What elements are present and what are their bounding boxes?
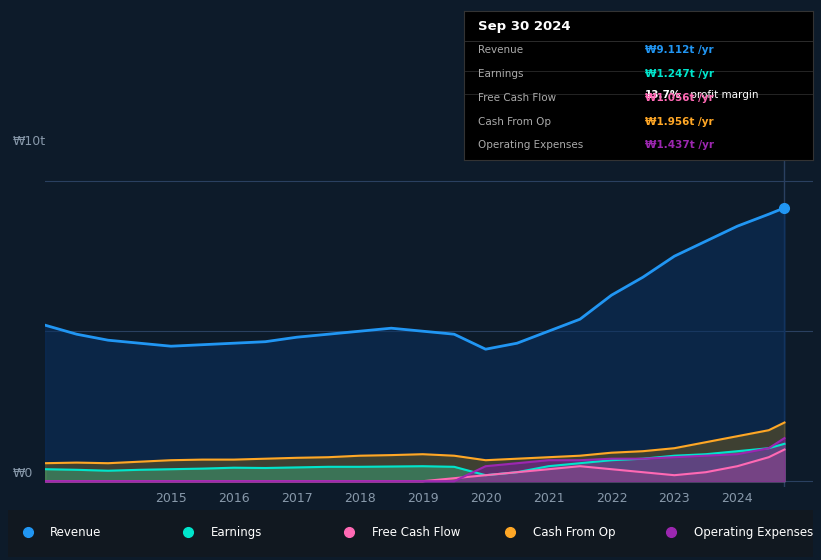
Text: ₩1.247t /yr: ₩1.247t /yr bbox=[645, 69, 714, 79]
Text: 13.7%: 13.7% bbox=[645, 90, 681, 100]
Text: Free Cash Flow: Free Cash Flow bbox=[372, 526, 461, 539]
Text: Earnings: Earnings bbox=[478, 69, 523, 79]
Text: ₩1.437t /yr: ₩1.437t /yr bbox=[645, 141, 714, 150]
Text: ₩0: ₩0 bbox=[13, 468, 34, 480]
Text: Cash From Op: Cash From Op bbox=[478, 116, 551, 127]
Text: ₩10t: ₩10t bbox=[13, 135, 46, 148]
Text: Earnings: Earnings bbox=[211, 526, 263, 539]
Text: Free Cash Flow: Free Cash Flow bbox=[478, 93, 556, 103]
Text: Revenue: Revenue bbox=[478, 45, 523, 55]
Text: ₩9.112t /yr: ₩9.112t /yr bbox=[645, 45, 714, 55]
Text: Operating Expenses: Operating Expenses bbox=[478, 141, 583, 150]
Text: Operating Expenses: Operating Expenses bbox=[694, 526, 813, 539]
Text: ₩1.956t /yr: ₩1.956t /yr bbox=[645, 116, 714, 127]
Text: profit margin: profit margin bbox=[687, 90, 759, 100]
Text: Cash From Op: Cash From Op bbox=[533, 526, 615, 539]
Text: Sep 30 2024: Sep 30 2024 bbox=[478, 20, 571, 33]
Text: Revenue: Revenue bbox=[50, 526, 102, 539]
Text: ₩1.056t /yr: ₩1.056t /yr bbox=[645, 93, 714, 103]
